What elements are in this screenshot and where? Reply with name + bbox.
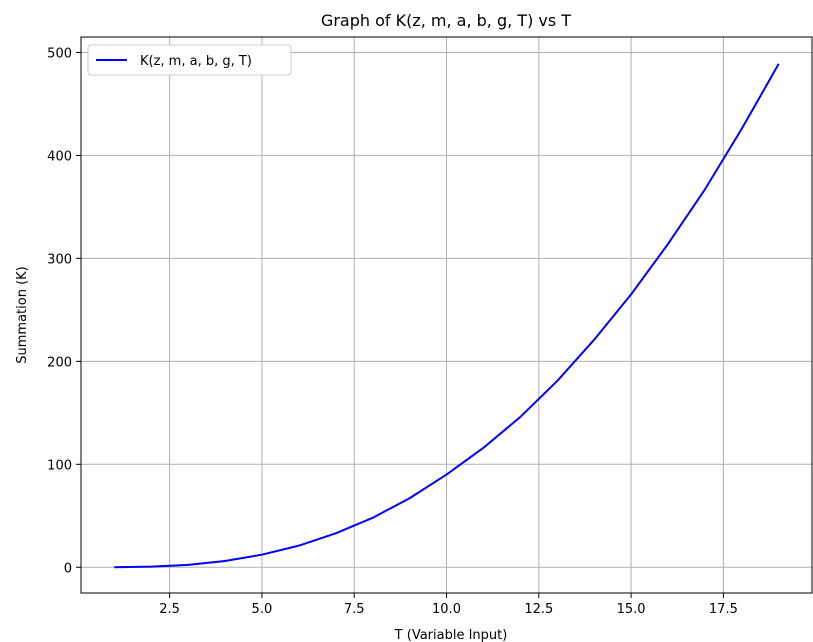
series-layer	[114, 63, 780, 569]
x-tick-label: 7.5	[344, 602, 365, 617]
series-line	[114, 63, 780, 569]
x-axis-label: T (Variable Input)	[394, 628, 508, 642]
legend-box	[87, 44, 292, 76]
y-axis-label: Summation (K)	[15, 266, 30, 364]
y-tick-label: 0	[64, 561, 72, 576]
x-tick-label: 12.5	[524, 602, 553, 617]
x-tick-label: 10.0	[432, 602, 461, 617]
y-tick-label: 500	[47, 46, 72, 61]
x-tick-label: 17.5	[709, 602, 738, 617]
chart-title: Graph of K(z, m, a, b, g, T) vs T	[321, 11, 571, 30]
y-tick-label: 100	[47, 458, 72, 473]
y-tick-label: 200	[47, 355, 72, 370]
legend: K(z, m, a, b, g, T)	[87, 44, 292, 76]
x-tick-label: 15.0	[617, 602, 646, 617]
grid	[81, 37, 812, 593]
y-tick-label: 300	[47, 252, 72, 267]
legend-label: K(z, m, a, b, g, T)	[140, 54, 252, 69]
x-tick-label: 5.0	[252, 602, 273, 617]
y-axis: 0 100 200 300 400 500	[47, 46, 81, 576]
y-tick-label: 400	[47, 149, 72, 164]
x-axis: 2.5 5.0 7.5 10.0 12.5 15.0 17.5	[159, 593, 738, 617]
x-tick-label: 2.5	[159, 602, 180, 617]
